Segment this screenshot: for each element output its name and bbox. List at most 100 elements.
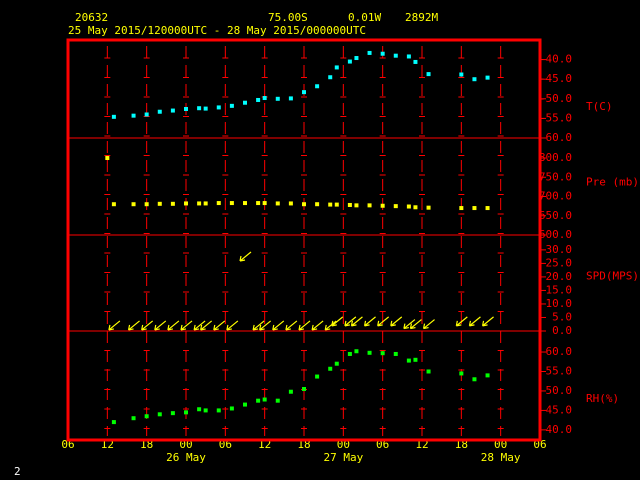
marker bbox=[170, 201, 175, 206]
marker bbox=[197, 106, 202, 111]
marker bbox=[334, 202, 339, 207]
marker bbox=[413, 59, 418, 64]
wind-arrow bbox=[127, 320, 140, 331]
wind-arrow bbox=[403, 319, 416, 330]
wind-arrow bbox=[455, 316, 468, 327]
marker bbox=[380, 51, 385, 56]
marker bbox=[262, 397, 267, 402]
marker bbox=[184, 106, 188, 111]
y-tick-label: 55.0 bbox=[546, 364, 573, 377]
y-tick-label: 800.0 bbox=[539, 151, 572, 164]
marker bbox=[144, 414, 149, 419]
marker bbox=[328, 75, 333, 80]
y-axis-label: RH(%) bbox=[586, 392, 619, 405]
marker bbox=[406, 204, 411, 209]
y-tick-label: 650.0 bbox=[539, 209, 572, 222]
marker bbox=[229, 201, 234, 206]
elevation: 2892M bbox=[405, 11, 438, 24]
marker bbox=[354, 56, 359, 61]
wind-arrow bbox=[331, 316, 344, 327]
marker bbox=[459, 72, 464, 77]
wind-arrow bbox=[363, 316, 376, 327]
marker bbox=[367, 350, 372, 355]
marker bbox=[131, 416, 136, 421]
wind-arrow bbox=[200, 320, 213, 331]
marker bbox=[472, 206, 477, 211]
wind-arrow bbox=[108, 320, 121, 331]
y-axis-label: Pre (mb) bbox=[586, 176, 639, 189]
marker bbox=[288, 389, 293, 394]
marker bbox=[243, 100, 247, 105]
marker bbox=[334, 65, 339, 70]
y-tick-label: 25.0 bbox=[546, 256, 573, 269]
marker bbox=[111, 202, 116, 207]
marker bbox=[184, 410, 188, 415]
marker bbox=[197, 407, 202, 412]
marker bbox=[170, 411, 175, 416]
y-tick-label: 5.0 bbox=[552, 310, 572, 323]
marker bbox=[472, 77, 477, 82]
date-label: 26 May bbox=[166, 451, 206, 464]
y-axis-label: SPD(MPS) bbox=[586, 269, 639, 282]
marker bbox=[347, 351, 352, 356]
wind-arrow bbox=[481, 316, 494, 327]
y-tick-label: 30.0 bbox=[546, 243, 573, 256]
marker bbox=[472, 377, 477, 382]
y-axis-label: T(C) bbox=[586, 100, 613, 113]
marker bbox=[144, 202, 149, 207]
marker bbox=[426, 369, 431, 374]
marker bbox=[275, 398, 280, 403]
marker bbox=[406, 54, 411, 59]
marker bbox=[288, 201, 293, 206]
marker bbox=[328, 366, 333, 371]
wind-arrow bbox=[272, 320, 285, 331]
marker bbox=[197, 201, 202, 206]
marker bbox=[256, 97, 261, 102]
marker bbox=[302, 90, 306, 95]
marker bbox=[413, 205, 418, 210]
y-tick-label: -40.0 bbox=[539, 53, 572, 66]
marker bbox=[131, 202, 136, 207]
period: 25 May 2015/120000UTC - 28 May 2015/0000… bbox=[68, 24, 366, 37]
marker bbox=[367, 203, 372, 208]
y-tick-label: 20.0 bbox=[546, 270, 573, 283]
wind-arrow bbox=[409, 319, 422, 330]
wind-arrow bbox=[422, 319, 435, 330]
y-tick-label: -45.0 bbox=[539, 72, 572, 85]
wind-arrow bbox=[167, 320, 180, 331]
marker bbox=[347, 202, 352, 207]
marker bbox=[275, 96, 280, 101]
wind-arrow bbox=[344, 316, 357, 327]
marker bbox=[334, 361, 339, 366]
y-tick-label: 50.0 bbox=[546, 384, 573, 397]
wind-arrow bbox=[298, 320, 311, 331]
marker bbox=[144, 112, 149, 117]
plot-border bbox=[66, 38, 542, 442]
marker bbox=[426, 72, 431, 77]
wind-arrow bbox=[377, 316, 390, 327]
marker bbox=[393, 53, 398, 58]
marker bbox=[157, 201, 162, 206]
marker bbox=[413, 357, 418, 362]
marker bbox=[485, 373, 490, 378]
marker bbox=[354, 203, 359, 208]
marker bbox=[157, 412, 162, 417]
date-label: 27 May bbox=[323, 451, 363, 464]
wind-arrow bbox=[239, 251, 252, 262]
marker bbox=[203, 106, 208, 111]
y-tick-label: 750.0 bbox=[539, 170, 572, 183]
marker bbox=[111, 420, 116, 425]
y-tick-label: 60.0 bbox=[546, 345, 573, 358]
marker bbox=[315, 84, 320, 89]
y-tick-label: 15.0 bbox=[546, 283, 573, 296]
wind-arrow bbox=[180, 320, 193, 331]
marker bbox=[256, 201, 261, 206]
marker bbox=[203, 201, 208, 206]
wind-arrow bbox=[213, 320, 226, 331]
marker bbox=[216, 408, 221, 413]
marker bbox=[367, 50, 372, 55]
wind-arrow bbox=[154, 320, 167, 331]
marker bbox=[302, 387, 306, 392]
